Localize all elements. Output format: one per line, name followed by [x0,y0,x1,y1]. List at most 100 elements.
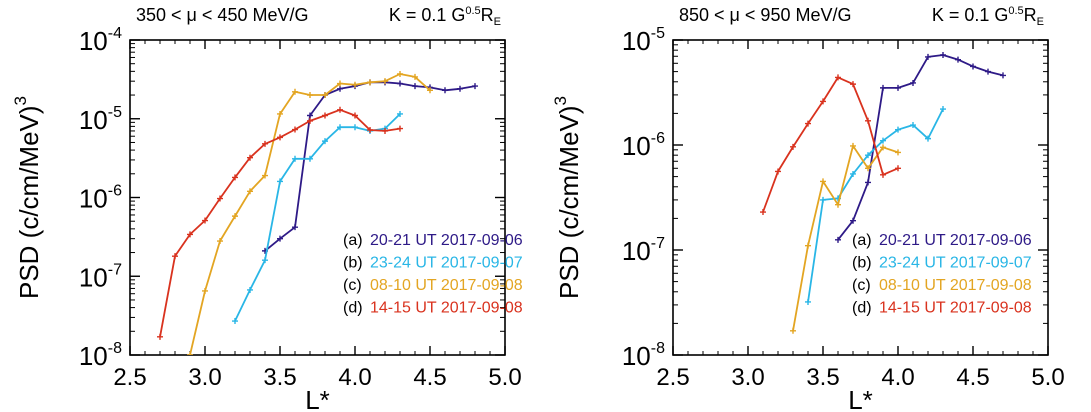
y-tick-exponent: -5 [651,25,665,42]
x-tick-label: 3.0 [731,364,764,391]
y-axis-label-text: PSD (c/cm/MeV) [554,105,584,299]
data-point [187,352,193,355]
legend-tag: (b) [343,255,363,272]
y-tick-base: 10 [622,131,651,161]
y-tick-exponent: -7 [651,235,665,252]
legend-label: 08-10 UT 2017-09-08 [879,277,1032,294]
data-point [247,286,253,293]
data-point [850,170,856,177]
y-tick-label: 10-8 [79,340,122,371]
y-tick-exponent: -4 [108,25,122,42]
data-point [382,78,388,85]
data-point [352,112,358,119]
panel-title-right: K = 0.1 G0.5RE [389,5,501,28]
data-point [307,112,313,119]
x-tick-label: 5.0 [488,364,521,391]
data-point [397,125,403,132]
data-point [337,80,343,87]
legend-tag: (a) [852,232,872,249]
y-tick-base: 10 [79,105,108,135]
legend-label: 14-15 UT 2017-09-08 [879,300,1032,317]
data-point [805,120,811,127]
data-point [232,174,238,181]
data-point [337,85,343,92]
title-k-exponent: 0.5 [1008,5,1023,17]
data-point [307,155,313,162]
data-point [442,87,448,94]
data-point [790,143,796,150]
data-point [292,224,298,231]
data-point [292,155,298,162]
y-axis-label-exponent: 3 [551,96,570,105]
y-tick-label: 10-8 [622,340,665,371]
data-point [850,142,856,149]
data-point [985,68,991,75]
y-axis-label: PSD (c/cm/MeV)3 [11,96,44,299]
x-tick-label: 4.5 [413,364,446,391]
legend-tag: (a) [343,232,363,249]
data-point [367,79,373,86]
data-point [352,124,358,131]
data-point [895,126,901,133]
data-point [337,106,343,113]
data-point [910,79,916,86]
data-point [202,217,208,224]
series-group [760,51,1006,334]
data-point [397,80,403,87]
panel-title-right: K = 0.1 G0.5RE [932,5,1044,28]
data-point [760,209,766,216]
data-point [865,117,871,124]
title-k-suffix: R [481,5,494,25]
data-point [790,327,796,334]
data-point [307,117,313,124]
data-point [322,112,328,119]
data-point [880,144,886,151]
data-point [292,88,298,95]
data-point [850,81,856,88]
x-tick-label: 4.5 [956,364,989,391]
data-point [805,298,811,305]
data-point [880,171,886,178]
data-point [820,178,826,185]
y-axis-label-exponent: 3 [11,96,30,105]
data-point [232,318,238,325]
legend-tag: (d) [852,300,872,317]
legend-tag: (c) [343,277,362,294]
data-point [397,110,403,117]
title-k-subscript: E [1037,16,1044,28]
x-tick-label: 5.0 [1031,364,1064,391]
x-tick-label: 3.0 [188,364,221,391]
data-point [382,127,388,134]
data-point [337,124,343,131]
title-k-subscript: E [494,16,501,28]
data-point [457,85,463,92]
y-tick-base: 10 [622,341,651,371]
data-point [322,138,328,145]
legend-label: 20-21 UT 2017-09-06 [370,232,523,249]
data-point [247,154,253,161]
data-point [865,165,871,172]
data-point [820,98,826,105]
right-panel: 2.5 3.0 3.5 4.0 4.5 5.010-810-710-610-5L*PSD … [551,5,1065,412]
y-tick-base: 10 [622,26,651,56]
data-point [352,81,358,88]
data-point [940,51,946,58]
y-tick-base: 10 [622,236,651,266]
data-point [865,152,871,159]
plot-frame [672,39,1049,356]
y-tick-base: 10 [79,341,108,371]
legend-label: 14-15 UT 2017-09-08 [370,300,523,317]
data-point [910,122,916,129]
data-point [157,333,163,340]
left-panel: 2.5 3.0 3.5 4.0 4.5 5.010-810-710-610-510-4L*… [11,5,523,412]
y-tick-label: 10-7 [79,261,122,292]
x-axis-label: L* [305,385,330,412]
y-tick-exponent: -8 [108,340,122,357]
y-tick-label: 10-7 [622,235,665,266]
data-point [172,253,178,260]
data-point [367,126,373,133]
title-k-text: K = 0.1 G [932,5,1009,25]
y-axis-label: PSD (c/cm/MeV)3 [551,96,584,299]
data-point [925,53,931,60]
series-line-a [837,54,1004,241]
